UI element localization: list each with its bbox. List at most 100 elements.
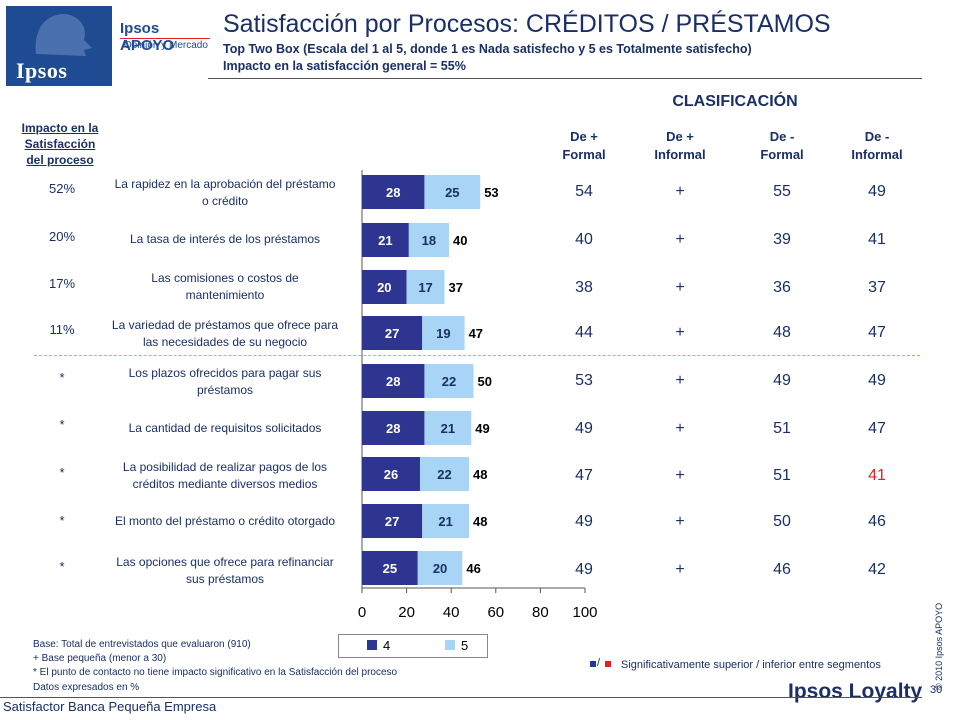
bar-label-5: 17 [418, 280, 432, 295]
x-tick-label: 0 [358, 604, 366, 621]
bar-segment-4 [362, 364, 425, 398]
bar-segment-4 [362, 411, 425, 445]
process-label-line: sus préstamos [185, 572, 265, 586]
process-label-line: las necesidades de su negocio [142, 335, 308, 349]
class-informal-minus: 47 [868, 420, 886, 437]
bar-label-5: 19 [436, 326, 450, 341]
impact-value: 17% [48, 276, 76, 291]
bar-segment-5 [422, 504, 470, 538]
x-tick-label: 100 [572, 604, 597, 621]
class-informal-plus: + [675, 279, 685, 296]
legend-swatch-5 [445, 640, 455, 650]
copyright: © 2010 Ipsos APOYO [934, 602, 944, 690]
impact-value: * [59, 370, 65, 385]
bar-segment-5 [422, 316, 465, 350]
significance-inferior-swatch [605, 661, 611, 667]
bar-label-5: 18 [422, 233, 436, 248]
class-informal-minus: 37 [868, 279, 886, 296]
bar-label-4: 28 [386, 374, 400, 389]
class-informal-minus: 49 [868, 372, 886, 389]
x-tick-label: 80 [532, 604, 549, 621]
impact-value: * [59, 465, 65, 480]
process-label-line: La rapidez en la aprobación del préstamo [114, 177, 336, 191]
impact-column-header: Impacto en la Satisfacción del proceso [10, 120, 110, 168]
process-label: Los plazos ofrecidos para pagar sus prést… [100, 365, 350, 399]
impact-value: * [59, 513, 65, 528]
bar-segment-5 [424, 364, 474, 398]
bar-label-5: 22 [437, 467, 451, 482]
bar-label-4: 21 [378, 233, 392, 248]
class-formal-plus: 54 [575, 183, 593, 200]
bar-segment-4 [362, 316, 423, 350]
bar-total-label: 49 [475, 421, 489, 436]
class-formal-plus: 49 [575, 513, 593, 530]
class-formal-plus: 44 [575, 324, 593, 341]
process-label-line: El monto del préstamo o crédito otorgado [114, 514, 336, 528]
class-informal-plus: + [675, 467, 685, 484]
class-informal-minus: 46 [868, 513, 886, 530]
process-label-line: o crédito [201, 194, 249, 208]
class-formal-minus: 51 [773, 467, 791, 484]
ipsos-loyalty-logo: Ipsos Loyalty [788, 680, 923, 703]
page-number: 30 [930, 684, 943, 696]
col-header-formal-plus: De + Formal [539, 128, 629, 164]
process-label-line: La variedad de préstamos que ofrece para [111, 318, 339, 332]
class-formal-plus: 40 [575, 231, 593, 248]
process-label-line: mantenimiento [185, 288, 265, 302]
impact-header-line: Satisfacción [24, 137, 96, 151]
ipsos-apoyo-logo: Ipsos Ipsos APOYO Opinión y Mercado [6, 6, 211, 86]
bar-total-label: 48 [473, 467, 487, 482]
stacked-bar-chart: 28 25 53 21 18 40 20 17 37 27 19 47 28 22 50 28 21 49 26 22… [358, 170, 598, 621]
col-header-line: De + [666, 129, 694, 144]
bar-label-4: 20 [377, 280, 391, 295]
class-formal-plus: 53 [575, 372, 593, 389]
bar-total-label: 40 [453, 233, 467, 248]
col-header-line: De - [769, 129, 795, 144]
logo-badge: Ipsos [6, 6, 112, 86]
class-formal-plus: 38 [575, 279, 593, 296]
bar-segment-4 [362, 551, 418, 585]
significance-superior-swatch [590, 661, 596, 667]
bar-label-4: 26 [384, 467, 398, 482]
bar-segment-4 [362, 504, 423, 538]
bar-total-label: 48 [473, 514, 487, 529]
process-label: La posibilidad de realizar pagos de los c… [100, 459, 350, 493]
process-label: Las opciones que ofrece para refinanciar… [100, 554, 350, 588]
impact-header-line: Impacto en la [21, 121, 99, 135]
legend-swatch-4 [367, 640, 377, 650]
bar-label-5: 21 [441, 421, 455, 436]
class-formal-plus: 47 [575, 467, 593, 484]
impact-value: 20% [48, 229, 76, 244]
bar-segment-4 [362, 175, 425, 209]
bar-segment-5 [408, 223, 449, 257]
class-informal-minus: 41 [868, 467, 886, 484]
bar-segment-5 [419, 457, 470, 491]
process-label-line: préstamos [196, 383, 254, 397]
col-header-formal-minus: De - Formal [737, 128, 827, 164]
process-label: La cantidad de requisitos solicitados [100, 420, 350, 437]
class-informal-plus: + [675, 231, 685, 248]
process-label-line: La cantidad de requisitos solicitados [128, 421, 322, 435]
bar-label-4: 28 [386, 185, 400, 200]
bar-total-label: 47 [469, 326, 483, 341]
logo-tagline: Opinión y Mercado [124, 40, 208, 51]
footer-divider [0, 697, 922, 698]
col-header-line: Informal [851, 147, 903, 162]
x-tick-label: 40 [443, 604, 460, 621]
bar-segment-5 [406, 270, 445, 304]
process-label: La variedad de préstamos que ofrece para… [100, 317, 350, 351]
class-informal-minus: 41 [868, 231, 886, 248]
bar-total-label: 53 [484, 185, 498, 200]
legend-label-5: 5 [461, 638, 469, 653]
class-informal-minus: 42 [868, 561, 886, 578]
class-informal-plus: + [675, 561, 685, 578]
note-no-impact: * El punto de contacto no tiene impacto … [33, 667, 398, 678]
significance-separator [34, 355, 920, 356]
bar-total-label: 37 [449, 280, 463, 295]
bar-label-5: 22 [442, 374, 456, 389]
bar-label-5: 25 [445, 185, 459, 200]
col-header-line: De + [570, 129, 598, 144]
class-informal-plus: + [675, 513, 685, 530]
class-formal-plus: 49 [575, 561, 593, 578]
bar-total-label: 46 [466, 561, 480, 576]
